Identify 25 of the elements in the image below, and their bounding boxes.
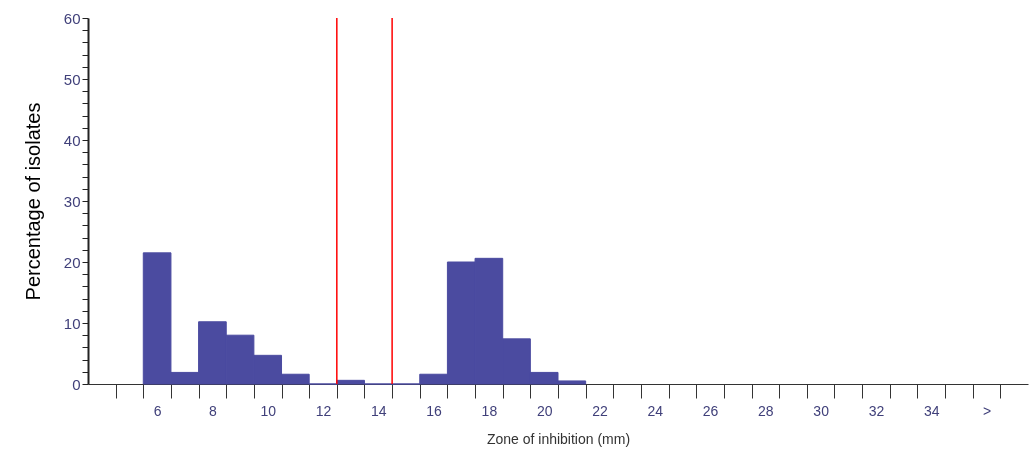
x-tick-label: > [982,402,992,419]
y-tick-label: 10 [63,314,81,332]
x-tick-label: 8 [209,402,218,419]
y-tick-label: 50 [63,70,81,88]
x-tick-label: 18 [481,402,498,419]
y-tick-label: 20 [63,253,81,271]
x-tick-label: 32 [868,402,885,419]
x-axis-title: Zone of inhibition (mm) [486,430,631,447]
x-tick-label: 10 [260,402,277,419]
y-tick-label: 0 [72,375,81,393]
x-tick-label: 20 [536,402,553,419]
y-tick-label: 40 [63,131,81,149]
y-tick-label: 60 [63,9,81,27]
x-tick-label: 28 [758,402,774,419]
x-tick-label: 6 [153,402,162,419]
x-tick-label: 22 [592,402,608,419]
x-tick-label: 24 [647,402,664,419]
y-axis-title: Percentage of isolates [21,102,44,301]
x-tick-label: 16 [426,402,443,419]
x-tick-label: 34 [923,402,940,419]
x-tick-label: 12 [315,402,332,419]
x-tick-label: 14 [371,402,387,419]
x-tick-label: 30 [813,402,830,419]
x-tick-label: 26 [702,402,719,419]
y-tick-label: 30 [63,192,81,210]
